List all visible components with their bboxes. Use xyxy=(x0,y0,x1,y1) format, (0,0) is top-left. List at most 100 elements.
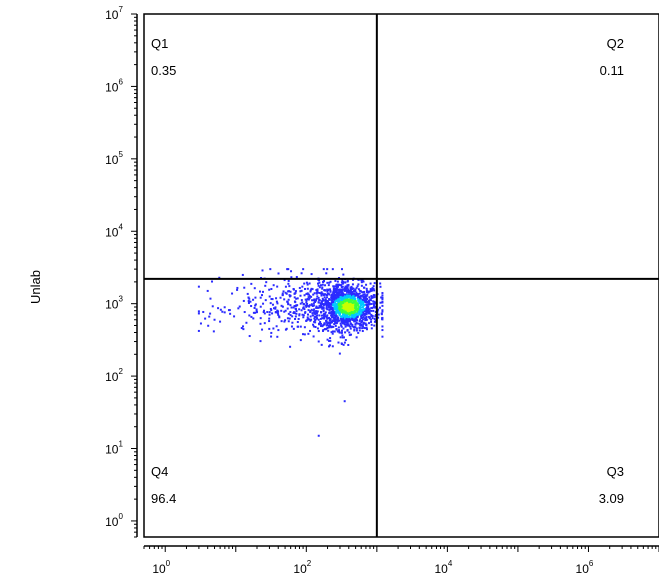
event-dot xyxy=(361,309,364,312)
event-dot xyxy=(263,312,266,315)
event-dot xyxy=(347,288,350,291)
event-dot xyxy=(362,295,365,298)
event-dot xyxy=(337,326,340,329)
event-dot xyxy=(341,285,344,288)
event-dot xyxy=(327,303,330,306)
event-dot xyxy=(335,289,338,292)
event-dot xyxy=(325,320,328,323)
event-dot xyxy=(331,308,334,311)
event-dot xyxy=(342,336,345,339)
event-dot xyxy=(353,292,356,295)
event-dot xyxy=(371,287,374,290)
event-dot xyxy=(294,301,297,304)
event-dot xyxy=(311,288,314,291)
event-dot xyxy=(303,326,306,329)
quadrant-percentage: 0.35 xyxy=(151,63,176,78)
event-dot xyxy=(242,325,245,328)
event-dot xyxy=(357,331,360,334)
event-dot xyxy=(294,315,297,318)
event-dot xyxy=(367,303,370,306)
event-dot xyxy=(288,317,291,320)
event-dot xyxy=(355,286,358,289)
event-dot xyxy=(295,297,298,300)
event-dot xyxy=(321,287,324,290)
event-dot xyxy=(343,309,346,312)
event-dot xyxy=(357,299,360,302)
event-dot xyxy=(354,315,357,318)
event-dot xyxy=(372,296,375,299)
event-dot xyxy=(355,307,358,310)
event-dot xyxy=(365,289,368,292)
event-dot xyxy=(356,285,359,288)
event-dot xyxy=(366,305,369,308)
event-dot xyxy=(328,344,331,347)
event-dot xyxy=(305,319,308,322)
event-dot xyxy=(332,310,335,313)
event-dot xyxy=(368,310,371,313)
event-dot xyxy=(368,296,371,299)
event-dot xyxy=(306,304,309,307)
event-dot xyxy=(280,304,283,307)
event-dot xyxy=(331,302,334,305)
event-dot xyxy=(291,315,294,318)
event-dot xyxy=(366,311,369,314)
event-dot xyxy=(320,305,323,308)
event-dot xyxy=(334,306,337,309)
event-dot xyxy=(362,321,365,324)
event-dot xyxy=(292,288,295,291)
event-dot xyxy=(340,331,343,334)
event-dot xyxy=(329,324,332,327)
event-dot xyxy=(324,315,327,318)
event-dot xyxy=(308,282,311,285)
y-tick-label: 102 xyxy=(105,367,123,384)
event-dot xyxy=(307,298,310,301)
event-dot xyxy=(334,316,337,319)
event-dot xyxy=(348,294,351,297)
event-dot xyxy=(325,294,328,297)
event-dot xyxy=(218,276,221,279)
event-dot xyxy=(335,294,338,297)
quadrant-name: Q1 xyxy=(151,36,168,51)
event-dot xyxy=(368,312,371,315)
event-dot xyxy=(255,309,258,312)
event-dot xyxy=(289,290,292,293)
event-dot xyxy=(362,280,365,283)
event-dot xyxy=(332,287,335,290)
event-dot xyxy=(344,302,347,305)
event-dot xyxy=(340,296,343,299)
event-dot xyxy=(351,311,354,314)
event-dot xyxy=(367,291,370,294)
event-dot xyxy=(372,294,375,297)
event-dot xyxy=(334,302,337,305)
event-dot xyxy=(315,311,318,314)
event-dot xyxy=(333,316,336,319)
event-dot xyxy=(266,311,269,314)
event-dot xyxy=(346,294,349,297)
event-dots xyxy=(197,268,384,437)
event-dot xyxy=(356,294,359,297)
event-dot xyxy=(362,293,365,296)
event-dot xyxy=(301,301,304,304)
event-dot xyxy=(319,320,322,323)
event-dot xyxy=(337,299,340,302)
event-dot xyxy=(337,291,340,294)
x-tick-label: 102 xyxy=(293,559,311,576)
event-dot xyxy=(338,352,341,355)
event-dot xyxy=(357,322,360,325)
event-dot xyxy=(366,293,369,296)
event-dot xyxy=(338,298,341,301)
event-dot xyxy=(287,282,290,285)
event-dot xyxy=(286,268,289,271)
event-dot xyxy=(341,288,344,291)
event-dot xyxy=(261,328,264,331)
event-dot xyxy=(333,295,336,298)
event-dot xyxy=(350,305,353,308)
event-dot xyxy=(229,312,232,315)
event-dot xyxy=(338,283,341,286)
event-dot xyxy=(355,291,358,294)
event-dot xyxy=(356,319,359,322)
event-dot xyxy=(313,312,316,315)
event-dot xyxy=(332,297,335,300)
event-dot xyxy=(344,298,347,301)
event-dot xyxy=(365,295,368,298)
